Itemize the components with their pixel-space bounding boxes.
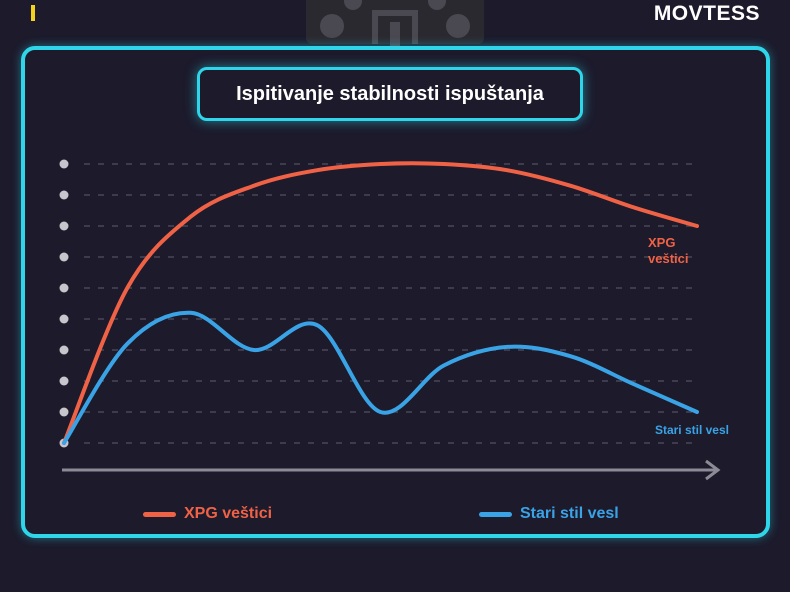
legend-label-xpg: XPG veštici: [184, 505, 273, 522]
series-line-old: [62, 310, 699, 445]
y-tick-dot: [59, 252, 69, 262]
legend-item-xpg: XPG veštici: [143, 505, 272, 523]
y-tick-dot: [59, 407, 69, 417]
y-tick-dot: [59, 190, 69, 200]
chart-title: Ispitivanje stabilnosti ispuštanja: [197, 67, 583, 121]
legend-label-old: Stari stil vesl: [520, 505, 619, 522]
brand-name: MOVTESS: [653, 2, 760, 25]
legend-item-old: Stari stil vesl: [479, 505, 619, 523]
y-tick-dot: [59, 283, 69, 293]
x-axis-arrow-icon: [705, 459, 721, 481]
yellow-marker: [31, 5, 35, 21]
y-tick-dot: [59, 376, 69, 386]
chart-panel: [21, 46, 770, 538]
y-tick-dot: [59, 221, 69, 231]
logo-badge: [306, 0, 484, 50]
legend-swatch-xpg: [143, 511, 176, 517]
series-end-label-xpg: veštici: [648, 251, 688, 266]
series-end-label-xpg: XPG: [648, 235, 675, 250]
series-line-xpg: [62, 161, 699, 445]
legend-swatch-old: [479, 511, 512, 517]
y-tick-dot: [59, 314, 69, 324]
series-end-label-old: Stari stil vesl: [655, 423, 729, 437]
y-tick-dot: [59, 345, 69, 355]
y-tick-dot: [59, 159, 69, 169]
